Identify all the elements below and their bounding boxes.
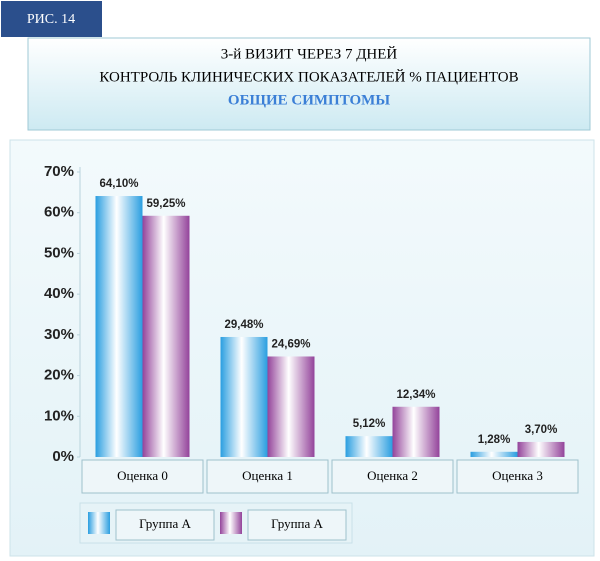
bar xyxy=(142,215,190,457)
chart-title: КОНТРОЛЬ КЛИНИЧЕСКИХ ПОКАЗАТЕЛЕЙ % ПАЦИЕ… xyxy=(99,68,518,85)
value-label: 12,34% xyxy=(396,389,435,401)
bar xyxy=(220,336,268,457)
legend-swatch xyxy=(220,512,242,534)
title-box xyxy=(27,37,591,131)
figure-label: РИС. 14 xyxy=(27,12,75,27)
chart-subtitle: ОБЩИЕ СИМПТОМЫ xyxy=(228,92,390,108)
bar xyxy=(470,451,518,457)
x-tick-label: Оценка 2 xyxy=(367,468,418,483)
value-label: 5,12% xyxy=(353,418,386,430)
legend-label: Группа А xyxy=(271,516,323,531)
figure-badge xyxy=(1,1,102,37)
bar xyxy=(517,441,565,457)
value-label: 64,10% xyxy=(99,178,138,190)
legend-label: Группа А xyxy=(139,516,191,531)
category-box xyxy=(81,459,204,494)
bar xyxy=(392,406,440,457)
value-label: 3,70% xyxy=(525,424,558,436)
legend-box xyxy=(247,509,347,541)
category-box xyxy=(206,459,329,494)
bar xyxy=(95,196,143,457)
bar xyxy=(267,356,315,457)
x-tick-label: Оценка 0 xyxy=(117,468,168,483)
y-tick-label: 30% xyxy=(44,326,74,343)
y-tick-label: 70% xyxy=(44,163,74,180)
value-label: 1,28% xyxy=(478,434,511,446)
value-label: 29,48% xyxy=(224,319,263,331)
chart-title: 3-й ВИЗИТ ЧЕРЕЗ 7 ДНЕЙ xyxy=(221,45,398,62)
y-tick-label: 10% xyxy=(44,407,74,424)
category-box xyxy=(456,459,579,494)
value-label: 24,69% xyxy=(271,339,310,351)
x-tick-label: Оценка 3 xyxy=(492,468,543,483)
x-tick-label: Оценка 1 xyxy=(242,468,293,483)
legend-box xyxy=(115,509,215,541)
legend-swatch xyxy=(88,512,110,534)
category-box xyxy=(331,459,454,494)
y-tick-label: 50% xyxy=(44,244,74,261)
bar xyxy=(345,436,393,457)
y-tick-label: 20% xyxy=(44,367,74,384)
y-tick-label: 40% xyxy=(44,285,74,302)
y-tick-label: 0% xyxy=(52,448,74,465)
y-tick-label: 60% xyxy=(44,204,74,221)
value-label: 59,25% xyxy=(146,198,185,210)
